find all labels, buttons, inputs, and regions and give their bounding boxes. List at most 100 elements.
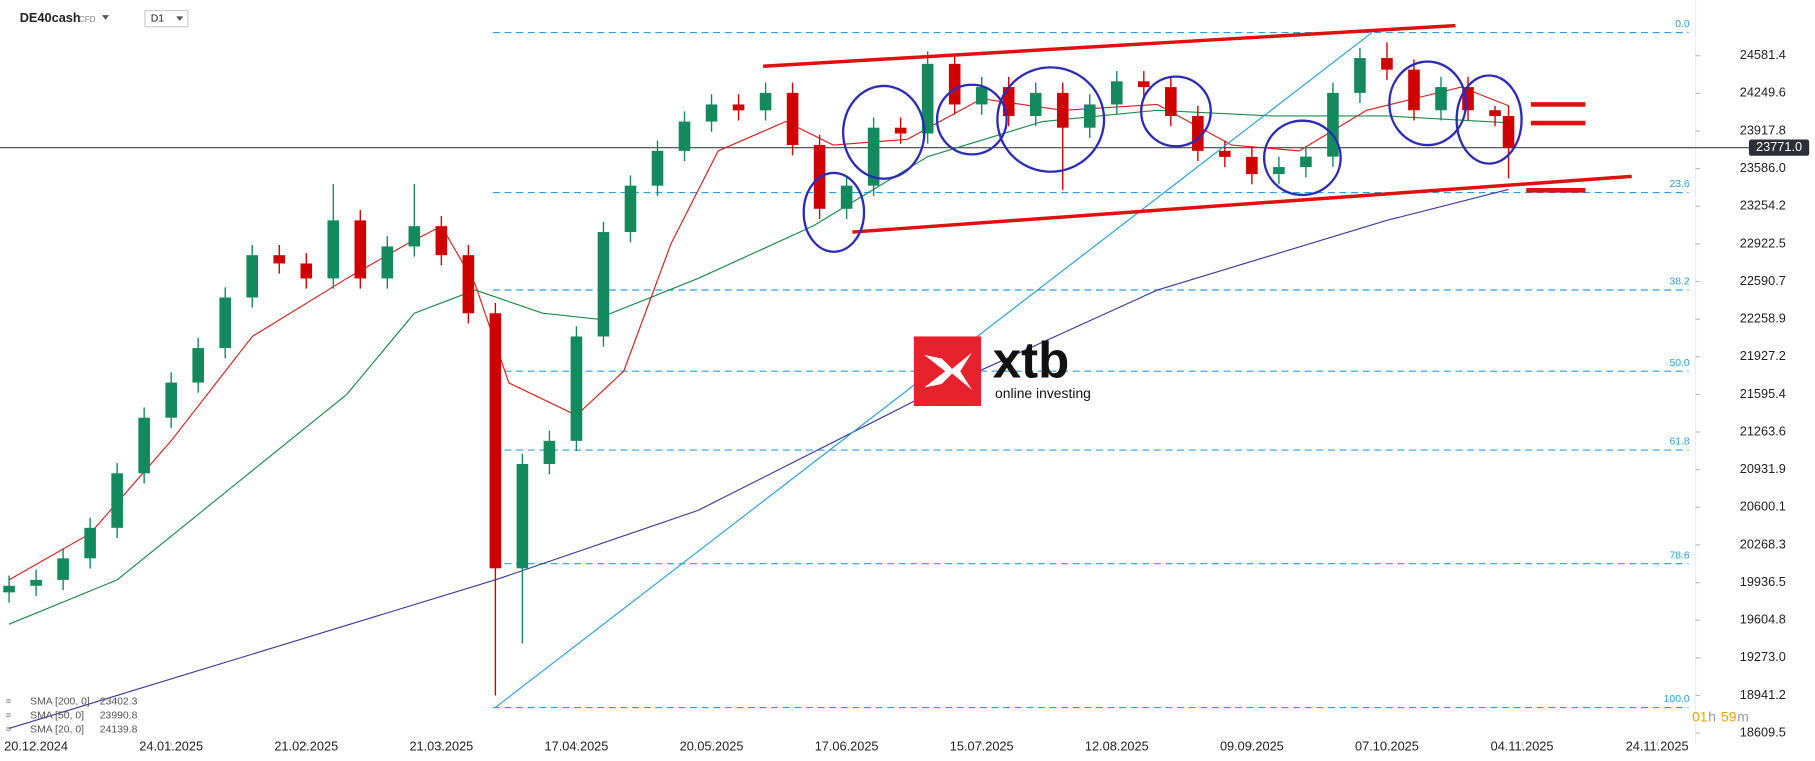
last-price-label: 23771.0 (1756, 139, 1802, 154)
timer: 01 h 59 m (1692, 709, 1749, 725)
sma-line (8, 86, 1509, 581)
candle-body (273, 255, 286, 264)
fib-label: 78.6 (1669, 550, 1689, 561)
x-tick-label: 07.10.2025 (1355, 738, 1419, 753)
candle-body (786, 92, 799, 146)
candle-body (1408, 69, 1420, 111)
y-tick-label: 20931.9 (1740, 461, 1786, 476)
candle-body (1110, 81, 1123, 105)
y-tick-label: 22258.9 (1740, 311, 1786, 326)
y-tick-label: 19273.0 (1740, 649, 1786, 664)
candle-body (1300, 156, 1312, 168)
x-tick-label: 12.08.2025 (1085, 738, 1149, 753)
candle-body (543, 440, 556, 464)
legend-icon: ≡ (6, 724, 11, 734)
y-tick-label: 20600.1 (1740, 499, 1786, 514)
candle-body (111, 473, 123, 528)
circle (1455, 74, 1523, 165)
candle-body (867, 127, 880, 186)
logo-x (924, 352, 972, 390)
candle-body (948, 63, 961, 105)
y-tick-label: 21927.2 (1740, 348, 1786, 363)
candle-body (759, 92, 772, 111)
fib-label: 100.0 (1664, 694, 1690, 705)
x-tick-label: 04.11.2025 (1491, 738, 1554, 753)
timeframe-box[interactable] (144, 9, 189, 28)
candle-body (732, 104, 745, 111)
y-tick-label: 18941.2 (1740, 687, 1786, 702)
x-tick-label: 24.01.2025 (139, 738, 203, 753)
candle-body (1246, 156, 1258, 175)
instrument-type: CFD (79, 15, 96, 24)
candle-body (651, 150, 664, 186)
symbol[interactable]: DE40cash (20, 10, 81, 25)
candle-body (678, 121, 691, 151)
candle-body (354, 220, 367, 279)
circle (802, 171, 866, 253)
header: DE40cash CFD D1 (20, 9, 189, 28)
candle-body (1502, 116, 1515, 148)
sma-line (8, 109, 1509, 625)
x-tick-label: 24.11.2025 (1626, 738, 1689, 753)
circle (1140, 75, 1212, 148)
candle-body (597, 232, 610, 337)
candle-body (1354, 58, 1366, 93)
legend-name: SMA [50, 0] (30, 710, 84, 721)
legend-icon: ≡ (6, 696, 11, 706)
candle-body (462, 255, 475, 314)
candle-body (705, 104, 718, 122)
candle-body (327, 220, 340, 279)
candle-body (165, 382, 177, 418)
circle (935, 83, 1008, 156)
candle-body (300, 263, 313, 279)
y-tick-label: 23254.2 (1740, 198, 1786, 213)
timer-unit: h (1708, 709, 1716, 725)
candle-body (246, 255, 259, 298)
last-price-box (1748, 139, 1810, 156)
y-tick-label: 24581.4 (1740, 47, 1786, 62)
y-tick-label: 22590.7 (1740, 273, 1786, 288)
candle-body (1029, 92, 1042, 117)
timeframe: D1 (151, 13, 165, 24)
logo-brand: xtb (993, 332, 1070, 389)
legend-value: 23402.3 (100, 696, 138, 707)
circle (1388, 60, 1468, 147)
candle-body (30, 579, 42, 586)
y-tick-label: 21595.4 (1740, 386, 1786, 401)
circle (841, 84, 926, 180)
candle-body (894, 127, 907, 134)
y-tick-label: 20268.3 (1740, 536, 1786, 551)
candle-body (84, 527, 96, 559)
y-tick-label: 24249.6 (1740, 85, 1786, 100)
legend-value: 23990.8 (100, 710, 138, 721)
circle (1262, 119, 1342, 197)
candle-body (138, 417, 150, 474)
candle-body (1273, 167, 1285, 175)
fib-label: 0.0 (1675, 19, 1690, 30)
dropdown[interactable] (176, 16, 184, 21)
candle-body (921, 63, 934, 134)
candle-body (1138, 81, 1150, 88)
fib-label: 38.2 (1669, 277, 1689, 288)
legend-name: SMA [200, 0] (30, 696, 90, 707)
candle-body (3, 585, 15, 593)
candle-body (570, 336, 583, 441)
y-tick-label: 22922.5 (1740, 235, 1786, 250)
candle-body (1462, 87, 1474, 111)
candle-body (408, 226, 421, 247)
x-tick-label: 20.12.2024 (4, 738, 68, 753)
candle-body (219, 297, 232, 349)
x-tick-label: 21.02.2025 (274, 738, 338, 753)
candle-body (975, 87, 988, 105)
candle-body (1327, 92, 1339, 157)
channel-bottom (852, 174, 1632, 234)
logo: xtb online investing (913, 332, 1091, 407)
dropdown[interactable] (102, 15, 110, 20)
candle-body (489, 313, 502, 569)
y-tick-label: 19604.8 (1740, 612, 1786, 627)
candle-body (1056, 92, 1069, 128)
timer-minutes: 59 (1721, 709, 1737, 725)
fib-label: 50.0 (1669, 358, 1689, 369)
x-tick-label: 20.05.2025 (680, 738, 744, 753)
